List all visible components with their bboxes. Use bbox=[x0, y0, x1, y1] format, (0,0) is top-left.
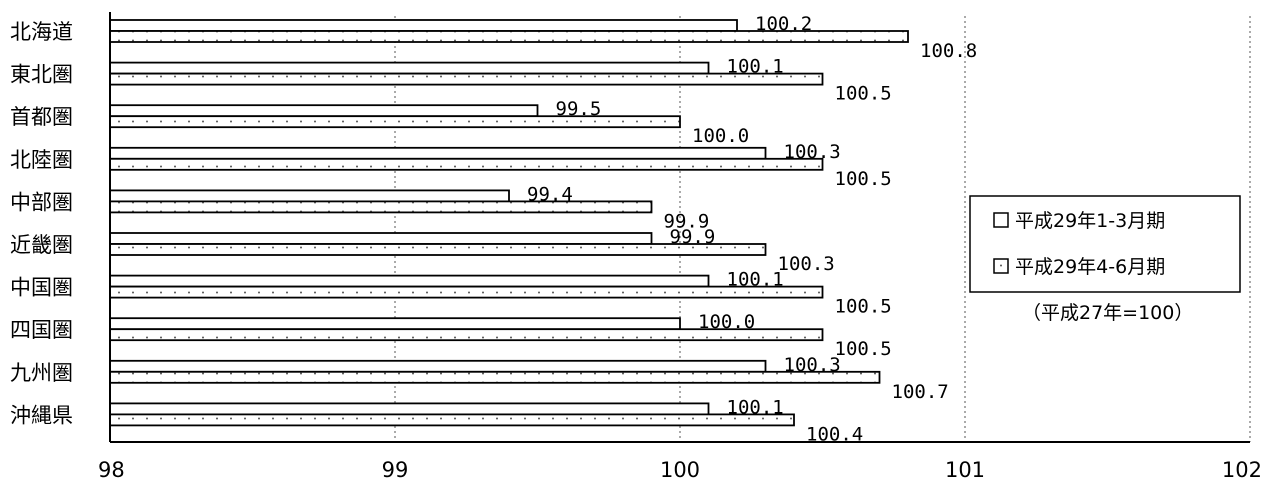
data-label-series-1-3: 100.3 bbox=[784, 141, 841, 163]
bar-series-2-6 bbox=[109, 285, 824, 299]
category-label-8: 九州圏 bbox=[10, 361, 73, 385]
bar-series-1-4 bbox=[109, 189, 510, 203]
legend-label-series-1: 平成29年1-3月期 bbox=[1015, 210, 1165, 232]
data-label-series-2-2: 100.0 bbox=[692, 125, 749, 147]
category-label-0: 北海道 bbox=[10, 20, 73, 44]
category-label-6: 中国圏 bbox=[10, 276, 73, 300]
category-label-9: 沖縄県 bbox=[10, 403, 73, 427]
bar-series-2-3 bbox=[109, 157, 824, 171]
data-label-series-2-1: 100.5 bbox=[835, 83, 892, 105]
data-label-series-2-3: 100.5 bbox=[835, 168, 892, 190]
base-year-note: （平成27年=100） bbox=[1022, 302, 1193, 324]
bar-series-2-8 bbox=[109, 370, 881, 384]
data-label-series-2-9: 100.4 bbox=[806, 423, 863, 445]
data-label-series-1-0: 100.2 bbox=[755, 13, 812, 35]
x-tick-label-101: 101 bbox=[945, 458, 985, 482]
data-labels: 100.2100.8100.1100.599.5100.0100.3100.59… bbox=[527, 13, 977, 445]
category-label-1: 東北圏 bbox=[10, 63, 73, 87]
legend: 平成29年1-3月期 平成29年4-6月期 （平成27年=100） bbox=[969, 195, 1241, 324]
bar-series-1-8 bbox=[109, 359, 767, 373]
data-label-series-2-4: 99.9 bbox=[664, 210, 710, 232]
data-label-series-1-2: 99.5 bbox=[556, 98, 602, 120]
bars bbox=[109, 19, 909, 427]
data-label-series-1-4: 99.4 bbox=[527, 183, 573, 205]
data-label-series-1-1: 100.1 bbox=[727, 56, 784, 78]
data-label-series-2-7: 100.5 bbox=[835, 338, 892, 360]
legend-box bbox=[969, 195, 1241, 293]
bar-series-2-1 bbox=[109, 72, 824, 86]
bar-series-2-5 bbox=[109, 243, 767, 256]
bar-series-1-3 bbox=[109, 146, 767, 160]
data-label-series-2-5: 100.3 bbox=[778, 253, 835, 275]
bar-series-1-5 bbox=[109, 232, 653, 245]
category-label-2: 首都圏 bbox=[10, 105, 73, 129]
bar-series-1-9 bbox=[109, 402, 710, 416]
bar-series-2-9 bbox=[109, 413, 795, 427]
data-label-series-2-0: 100.8 bbox=[920, 40, 977, 62]
data-label-series-2-6: 100.5 bbox=[835, 296, 892, 318]
legend-swatch-series-1 bbox=[993, 212, 1009, 228]
x-tick-label-100: 100 bbox=[660, 458, 700, 482]
category-label-4: 中部圏 bbox=[10, 190, 73, 214]
bar-series-1-7 bbox=[109, 317, 681, 331]
data-label-series-1-6: 100.1 bbox=[727, 269, 784, 291]
bar-series-1-2 bbox=[109, 104, 539, 118]
data-label-series-1-5: 99.9 bbox=[670, 226, 716, 248]
data-label-series-1-8: 100.3 bbox=[784, 354, 841, 376]
x-tick-label-98: 98 bbox=[98, 458, 125, 482]
legend-label-series-2: 平成29年4-6月期 bbox=[1015, 256, 1165, 278]
category-label-7: 四国圏 bbox=[10, 318, 73, 342]
legend-swatch-series-2 bbox=[993, 258, 1009, 274]
category-label-3: 北陸圏 bbox=[10, 148, 73, 172]
data-label-series-1-7: 100.0 bbox=[698, 311, 755, 333]
data-label-series-2-8: 100.7 bbox=[892, 381, 949, 403]
bar-series-1-0 bbox=[109, 19, 738, 32]
bar-series-1-1 bbox=[109, 61, 710, 75]
axes: 98 99 100 101 102 北海道東北圏首都圏北陸圏中部圏近畿圏中国圏四国圏九州圏… bbox=[10, 12, 1262, 482]
data-label-series-1-9: 100.1 bbox=[727, 396, 784, 418]
x-tick-label-102: 102 bbox=[1222, 458, 1262, 482]
category-label-5: 近畿圏 bbox=[10, 233, 73, 257]
x-tick-label-99: 99 bbox=[382, 458, 409, 482]
bar-series-1-6 bbox=[109, 274, 710, 288]
